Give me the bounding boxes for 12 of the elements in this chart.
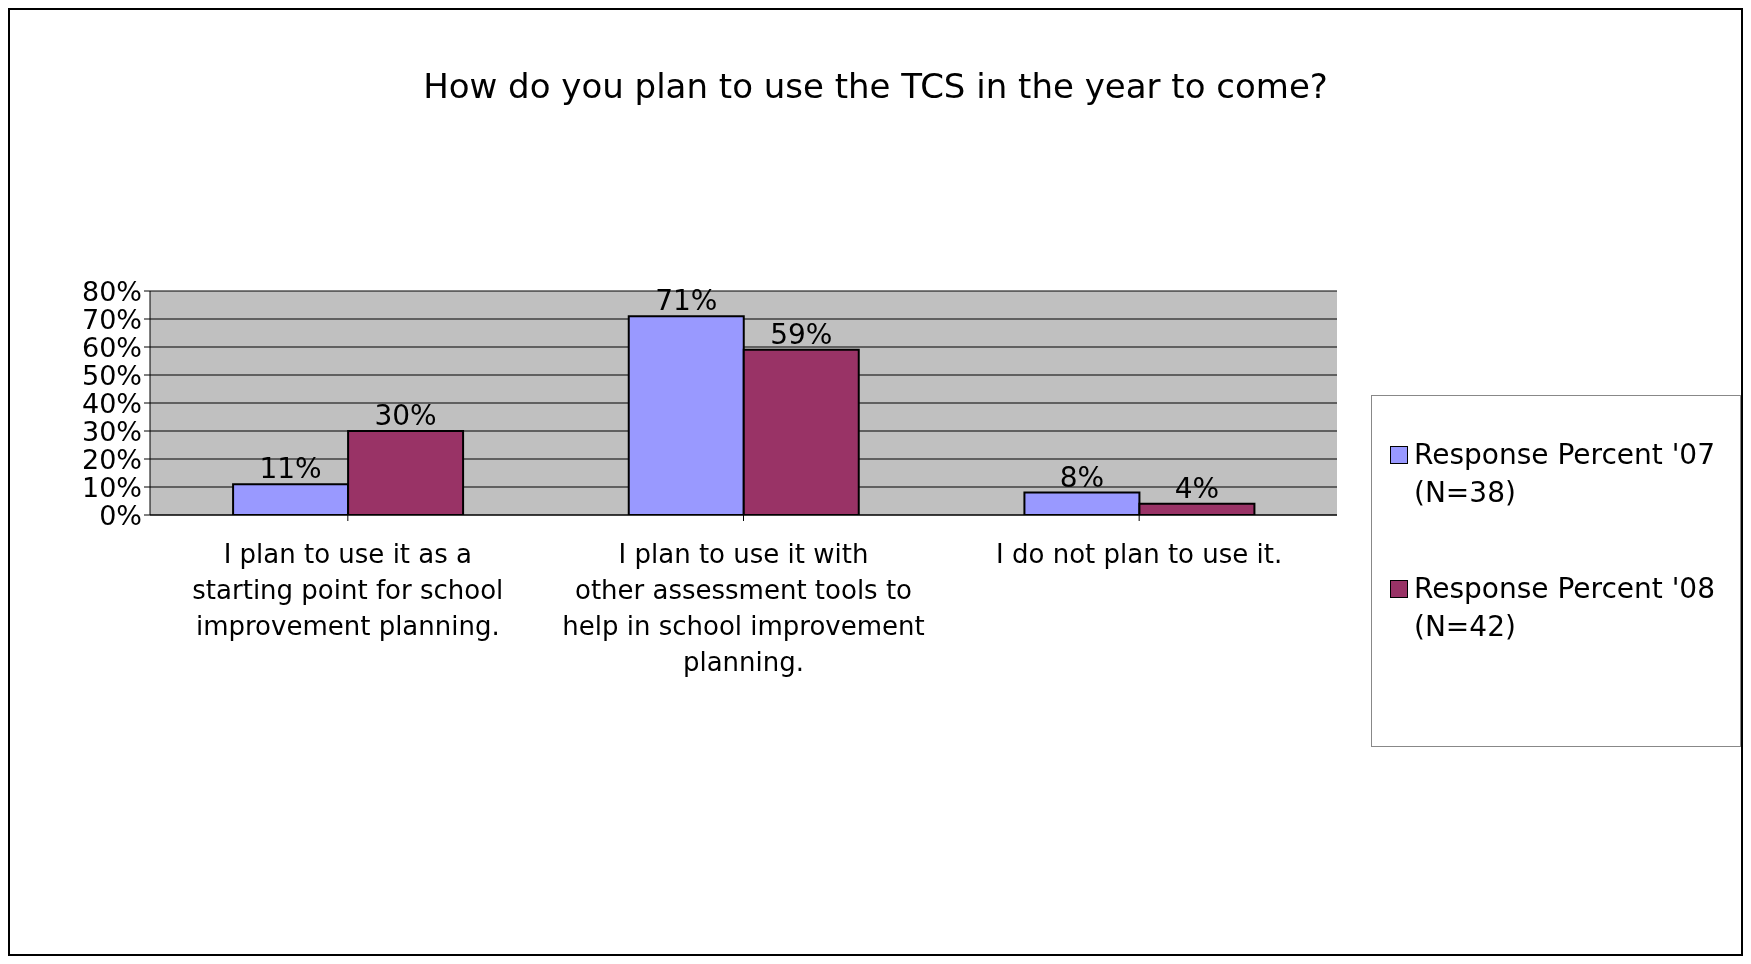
data-label: 30% — [374, 399, 437, 432]
legend-label: Response Percent '07 (N=38) — [1414, 437, 1716, 511]
data-label: 4% — [1174, 471, 1220, 505]
x-tick-label: I plan to use it as a starting point for school improvement planning. — [192, 539, 504, 641]
data-label: 71% — [655, 284, 718, 318]
legend-label: Response Percent '08 (N=42) — [1414, 571, 1716, 645]
data-label: 59% — [770, 317, 833, 351]
chart-title: How do you plan to use the TCS in the year to come? — [422, 66, 1329, 106]
data-label: 11% — [259, 452, 322, 486]
x-tick-label: I do not plan to use it. — [996, 539, 1283, 569]
x-tick-label: I plan to use it with other assessment tools to help in school improvement planning. — [562, 539, 925, 677]
data-label: 8% — [1059, 460, 1105, 494]
